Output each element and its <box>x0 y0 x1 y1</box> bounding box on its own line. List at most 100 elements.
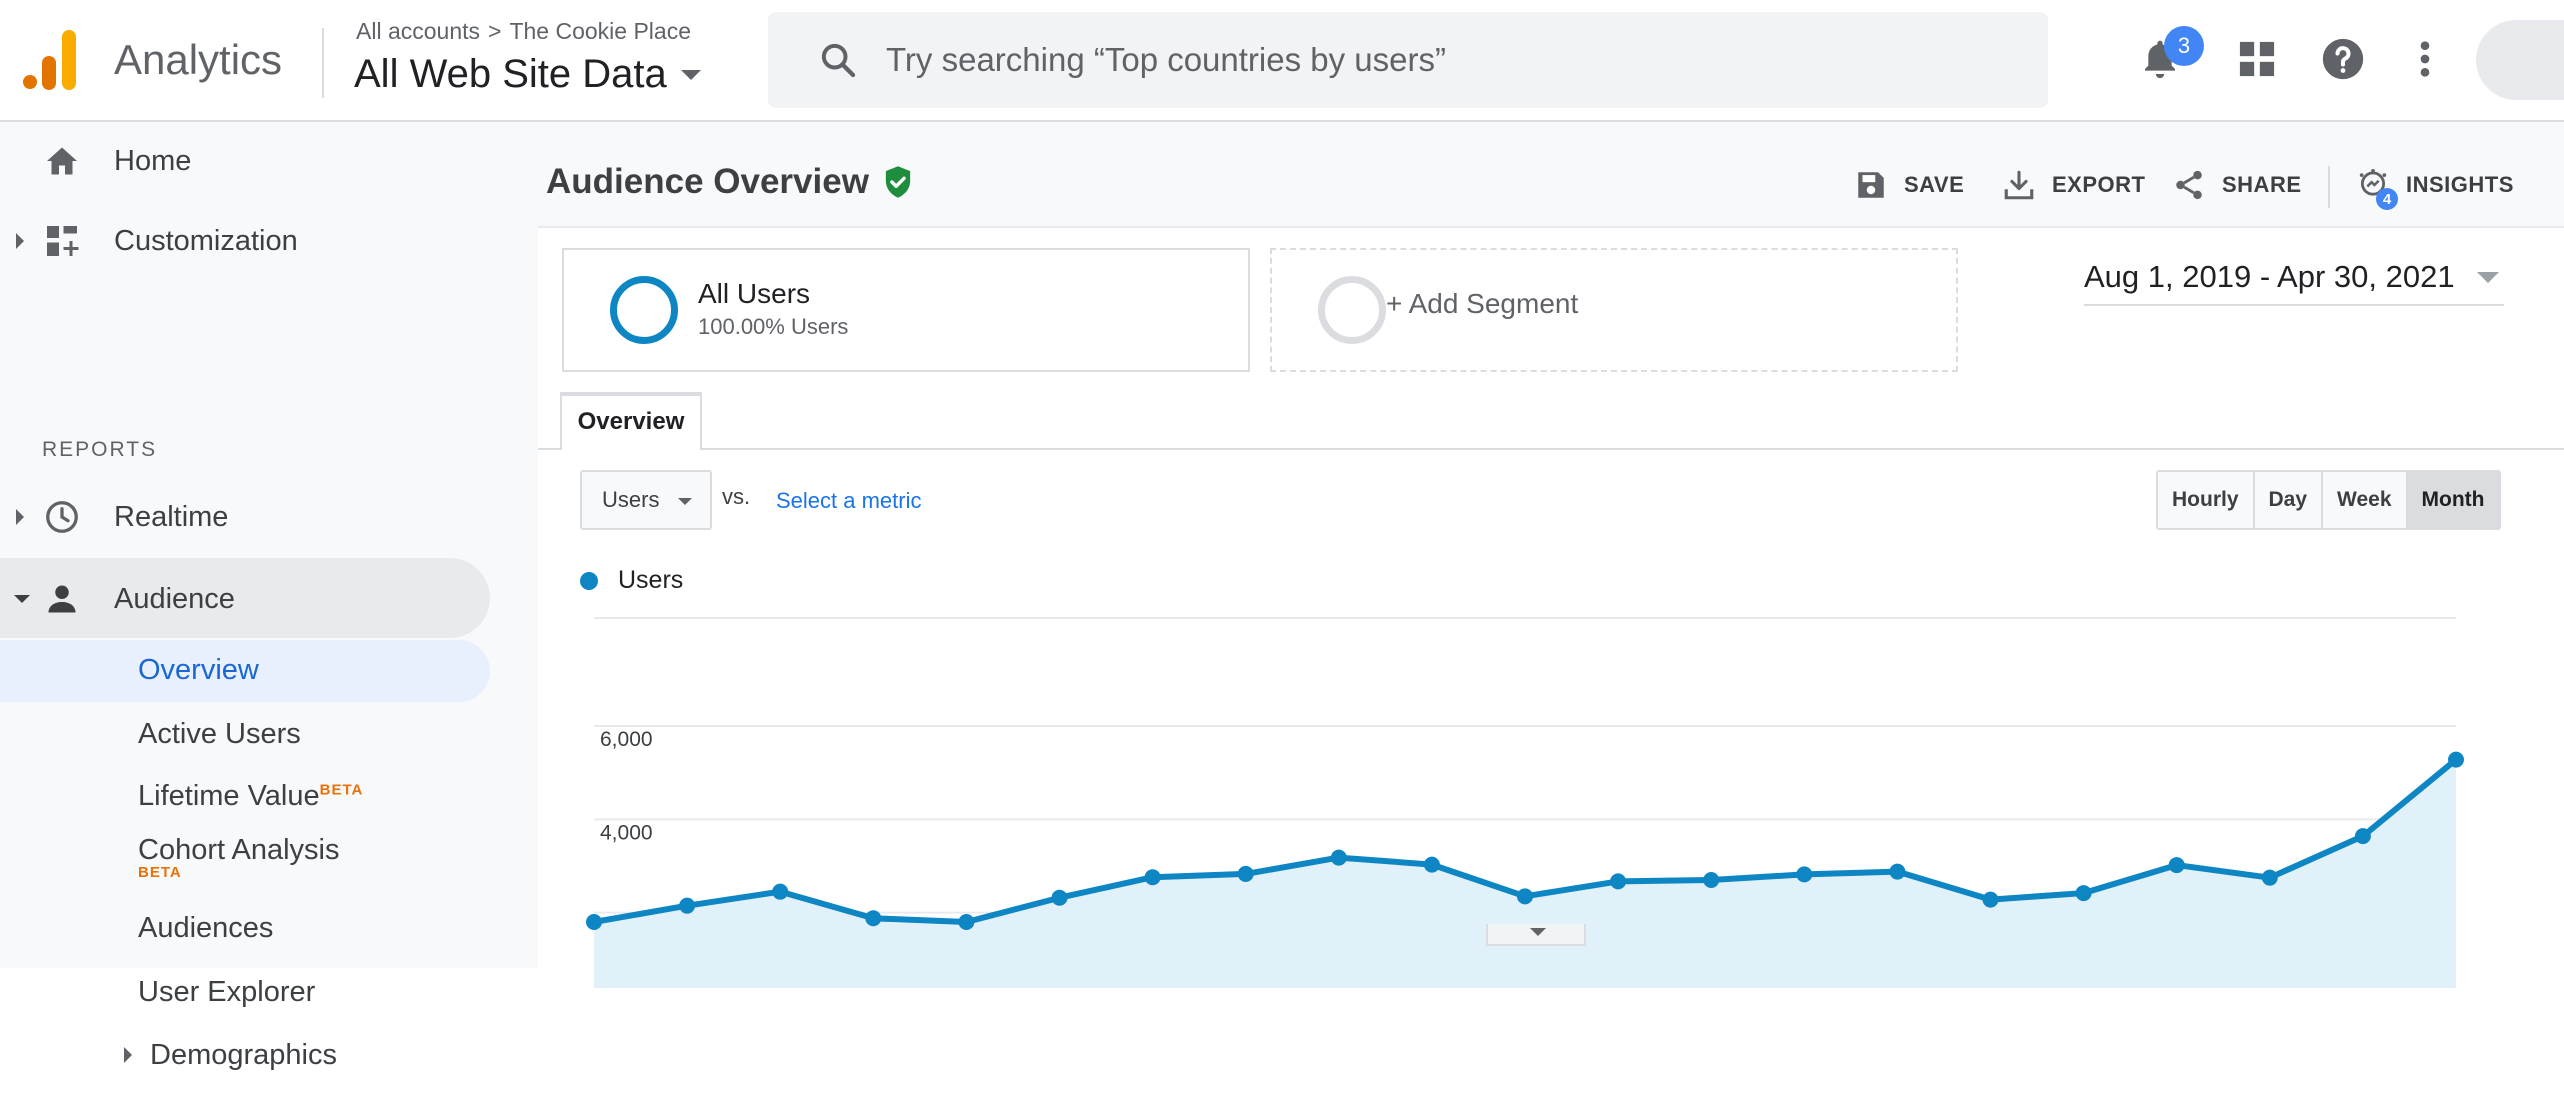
sidebar-subitem-audiences[interactable]: Audiences <box>138 912 274 944</box>
tab-bar-divider <box>538 448 2564 450</box>
caret-down-icon[interactable] <box>680 69 701 80</box>
top-header: Analytics All accounts > The Cookie Place … <box>0 0 2564 122</box>
chart-collapse-handle[interactable] <box>1486 924 1586 946</box>
users-data-point <box>1144 869 1161 886</box>
segment-percentage: 100.00% Users <box>698 314 849 339</box>
users-data-point <box>1982 891 1999 908</box>
help-icon <box>2322 38 2364 80</box>
users-data-point <box>1051 889 1068 906</box>
view-name[interactable]: All Web Site Data <box>354 52 667 96</box>
chart-legend: Users <box>580 566 683 595</box>
save-button[interactable]: SAVE <box>1854 168 1964 202</box>
sidebar-subitem-cohort-analysis[interactable]: Cohort Analysis <box>138 834 340 866</box>
sidebar-item-label: Audience <box>114 582 235 615</box>
sidebar-item-label: Lifetime Value <box>138 780 320 812</box>
users-data-point <box>772 883 789 900</box>
account-avatar[interactable] <box>2476 20 2564 100</box>
product-name: Analytics <box>114 36 283 83</box>
sidebar-item-home[interactable]: Home <box>0 122 538 200</box>
users-area-fill <box>594 759 2456 988</box>
verified-shield-icon <box>885 166 911 198</box>
audience-highlight <box>0 558 490 638</box>
caret-down-icon <box>678 498 692 505</box>
search-icon <box>821 43 856 78</box>
breadcrumb-separator: > <box>488 18 502 44</box>
add-segment-label: + Add Segment <box>1386 288 1579 319</box>
users-data-point <box>2354 828 2371 845</box>
breadcrumb-property[interactable]: The Cookie Place <box>509 18 691 44</box>
sidebar: Home Customization REPORTS Realtime Audi… <box>0 122 538 1071</box>
users-data-point <box>2075 885 2092 902</box>
breadcrumb-account[interactable]: All accounts <box>356 18 481 44</box>
apps-grid-icon <box>2239 41 2275 77</box>
granularity-hourly-button[interactable]: Hourly <box>2158 472 2255 528</box>
expand-arrow-icon[interactable] <box>124 1047 132 1063</box>
granularity-toggle: Hourly Day Week Month <box>2156 470 2501 530</box>
more-options-button[interactable] <box>2400 34 2450 84</box>
legend-label: Users <box>618 566 684 594</box>
download-icon <box>2004 170 2034 200</box>
collapse-arrow-icon[interactable] <box>14 595 30 603</box>
users-data-point <box>2448 751 2464 768</box>
users-data-point <box>1889 863 1906 880</box>
metric-dropdown[interactable]: Users <box>580 470 712 530</box>
segment-title: All Users <box>698 278 811 309</box>
insights-count-badge: 4 <box>2376 188 2398 210</box>
users-data-point <box>1517 888 1533 905</box>
granularity-week-button[interactable]: Week <box>2323 472 2408 528</box>
save-label: SAVE <box>1904 172 1965 197</box>
users-data-point <box>2168 857 2185 874</box>
analytics-logo-icon[interactable] <box>22 30 78 90</box>
segment-all-users[interactable]: All Users 100.00% Users <box>562 248 1250 372</box>
share-icon <box>2176 170 2202 200</box>
sidebar-subitem-demographics[interactable]: Demographics <box>0 1016 490 1094</box>
granularity-month-button[interactable]: Month <box>2407 472 2499 528</box>
sidebar-item-audience[interactable]: Audience <box>0 560 490 638</box>
users-data-point <box>1703 872 1720 888</box>
export-label: EXPORT <box>2052 172 2146 197</box>
sidebar-item-realtime[interactable]: Realtime <box>0 478 538 556</box>
users-data-point <box>1796 866 1813 883</box>
expand-arrow-icon[interactable] <box>16 509 24 525</box>
share-label: SHARE <box>2222 172 2302 197</box>
tab-overview[interactable]: Overview <box>560 392 702 450</box>
empty-segment-ring-icon <box>1318 276 1386 344</box>
insights-button[interactable]: INSIGHTS <box>2356 168 2514 202</box>
search-bar[interactable] <box>768 12 2048 108</box>
help-button[interactable] <box>2318 34 2368 84</box>
users-data-point <box>1237 865 1254 882</box>
tab-top-border <box>560 392 702 396</box>
expand-arrow-icon[interactable] <box>16 233 24 249</box>
select-metric-link[interactable]: Select a metric <box>776 488 922 513</box>
actions-divider <box>2328 166 2330 208</box>
add-segment-button[interactable]: + Add Segment <box>1270 248 1958 372</box>
export-button[interactable]: EXPORT <box>2002 168 2145 202</box>
sidebar-subitem-active-users[interactable]: Active Users <box>138 718 301 750</box>
share-button[interactable]: SHARE <box>2172 168 2302 202</box>
view-selector[interactable]: All Web Site Data <box>354 52 701 97</box>
beta-badge: BETA <box>319 781 364 799</box>
segment-ring-icon <box>610 276 678 344</box>
insights-icon <box>2359 168 2387 196</box>
apps-button[interactable] <box>2232 34 2282 84</box>
report-header <box>538 122 2564 228</box>
users-data-point <box>958 914 975 930</box>
metric-dropdown-value: Users <box>602 487 660 512</box>
sidebar-item-customization[interactable]: Customization <box>0 202 538 280</box>
breadcrumb[interactable]: All accounts > The Cookie Place <box>356 18 691 45</box>
sidebar-subitem-overview[interactable]: Overview <box>138 654 259 686</box>
sidebar-subitem-user-explorer[interactable]: User Explorer <box>138 976 316 1008</box>
search-input[interactable] <box>886 41 1986 79</box>
users-data-point <box>1423 856 1440 873</box>
granularity-day-button[interactable]: Day <box>2254 472 2324 528</box>
sidebar-item-label: Customization <box>114 224 298 257</box>
insights-label: INSIGHTS <box>2406 172 2514 197</box>
dashboard-customize-icon <box>47 226 79 256</box>
date-range-picker[interactable]: Aug 1, 2019 - Apr 30, 2021 <box>2084 250 2504 306</box>
users-data-point <box>865 910 882 927</box>
date-range-text: Aug 1, 2019 - Apr 30, 2021 <box>2084 259 2455 294</box>
sidebar-subitem-lifetime-value[interactable]: Lifetime ValueBETA <box>138 780 363 813</box>
reports-section-header: REPORTS <box>42 438 158 461</box>
page-title-text: Audience Overview <box>546 162 869 201</box>
